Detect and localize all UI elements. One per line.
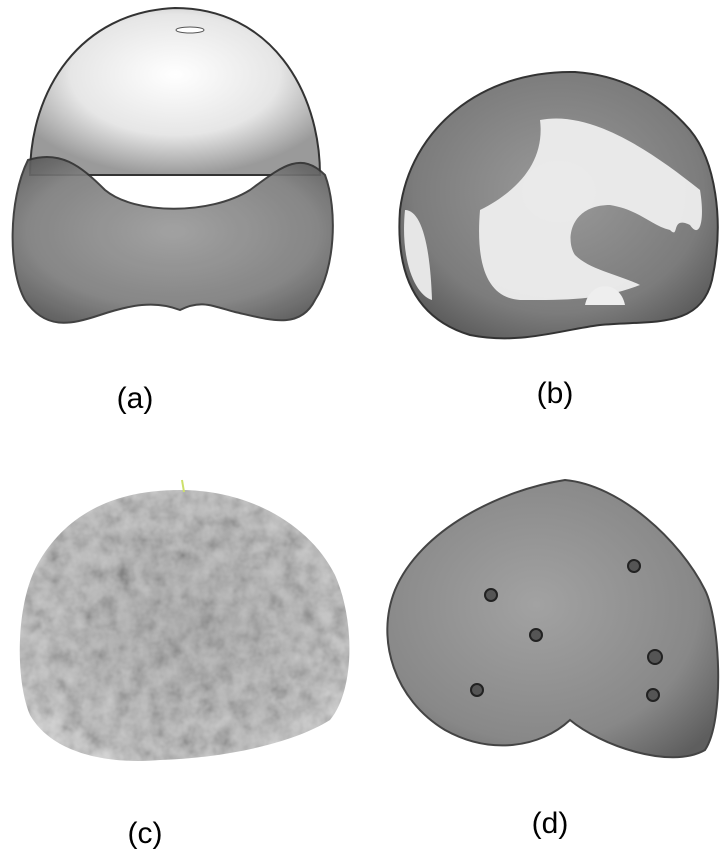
- figure: (a) (b) (c) (d): [0, 0, 720, 856]
- shape-c: [20, 490, 350, 761]
- shape-a-top: [30, 8, 320, 175]
- panel-label: (c): [128, 817, 163, 850]
- shape-a-highlight: [176, 27, 204, 33]
- panel-a: [13, 8, 333, 323]
- shape-a-base: [13, 157, 333, 323]
- panel-label: (b): [537, 377, 574, 410]
- panel-label: (d): [532, 807, 569, 840]
- panel-label: (a): [117, 382, 154, 415]
- panel-c: [20, 480, 350, 761]
- shape-d: [387, 480, 718, 757]
- panel-b: [399, 72, 717, 338]
- panel-d: [387, 480, 718, 757]
